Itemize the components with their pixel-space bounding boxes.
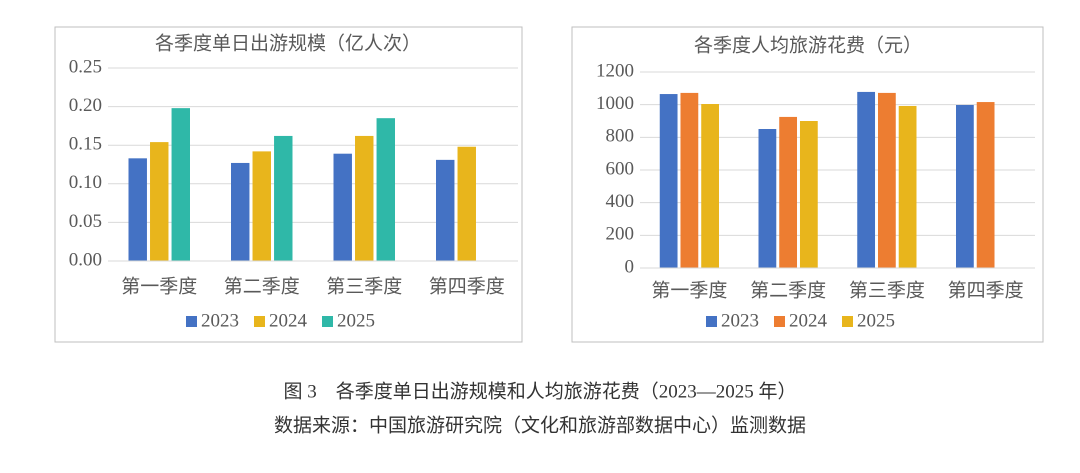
bar <box>231 162 250 261</box>
y-tick-label: 0.10 <box>69 172 102 193</box>
bar <box>150 142 169 261</box>
bar <box>898 105 917 269</box>
legend-label: 2023 <box>721 310 759 331</box>
y-tick-label: 0 <box>625 256 635 277</box>
x-tick-label: 第二季度 <box>224 275 300 297</box>
y-tick-label: 600 <box>606 158 635 179</box>
x-tick-label: 第三季度 <box>849 279 925 301</box>
bar <box>659 94 678 268</box>
legend-label: 2025 <box>337 310 375 331</box>
bar <box>680 92 699 268</box>
y-tick-label: 400 <box>606 191 635 212</box>
bar <box>333 153 352 261</box>
bar <box>171 108 190 261</box>
legend-label: 2025 <box>857 310 895 331</box>
legend-swatch <box>842 316 853 327</box>
bar <box>976 102 995 268</box>
legend-label: 2024 <box>789 310 828 331</box>
source-note: 数据来源：中国旅游研究院（文化和旅游部数据中心）监测数据 <box>274 414 806 436</box>
y-tick-label: 1000 <box>596 93 634 114</box>
chart-title: 各季度人均旅游花费（元） <box>694 34 922 56</box>
bar <box>799 121 818 268</box>
y-tick-label: 0.20 <box>69 95 102 116</box>
bar <box>956 104 974 268</box>
y-tick-label: 200 <box>606 224 635 245</box>
bar <box>877 92 896 268</box>
y-tick-label: 0.15 <box>69 134 102 155</box>
y-tick-label: 0.05 <box>69 211 102 232</box>
bar <box>274 135 293 261</box>
legend-swatch <box>186 316 197 327</box>
bar <box>758 129 777 268</box>
bar <box>355 135 374 261</box>
x-tick-label: 第一季度 <box>651 279 727 301</box>
y-tick-label: 1200 <box>596 60 634 81</box>
bar <box>779 116 798 269</box>
x-tick-label: 第四季度 <box>948 279 1024 301</box>
y-tick-label: 0.25 <box>69 56 102 77</box>
x-tick-label: 第三季度 <box>326 275 402 297</box>
x-tick-label: 第二季度 <box>750 279 826 301</box>
legend-swatch <box>774 316 785 327</box>
bar <box>857 91 876 268</box>
bar <box>436 159 455 261</box>
y-tick-label: 0.00 <box>69 249 102 270</box>
legend-swatch <box>322 316 333 327</box>
x-tick-label: 第四季度 <box>429 275 505 297</box>
figure-caption: 图 3 各季度单日出游规模和人均旅游花费（2023—2025 年） <box>283 380 796 402</box>
x-tick-label: 第一季度 <box>121 275 197 297</box>
bar <box>701 104 719 268</box>
y-tick-label: 800 <box>606 126 635 147</box>
chart-title: 各季度单日出游规模（亿人次） <box>155 32 421 54</box>
legend-swatch <box>254 316 265 327</box>
bar <box>376 118 395 262</box>
legend-swatch <box>706 316 717 327</box>
bar <box>252 151 271 261</box>
bar <box>128 158 147 261</box>
legend-label: 2024 <box>269 310 308 331</box>
bar <box>457 146 476 261</box>
legend-label: 2023 <box>201 310 239 331</box>
